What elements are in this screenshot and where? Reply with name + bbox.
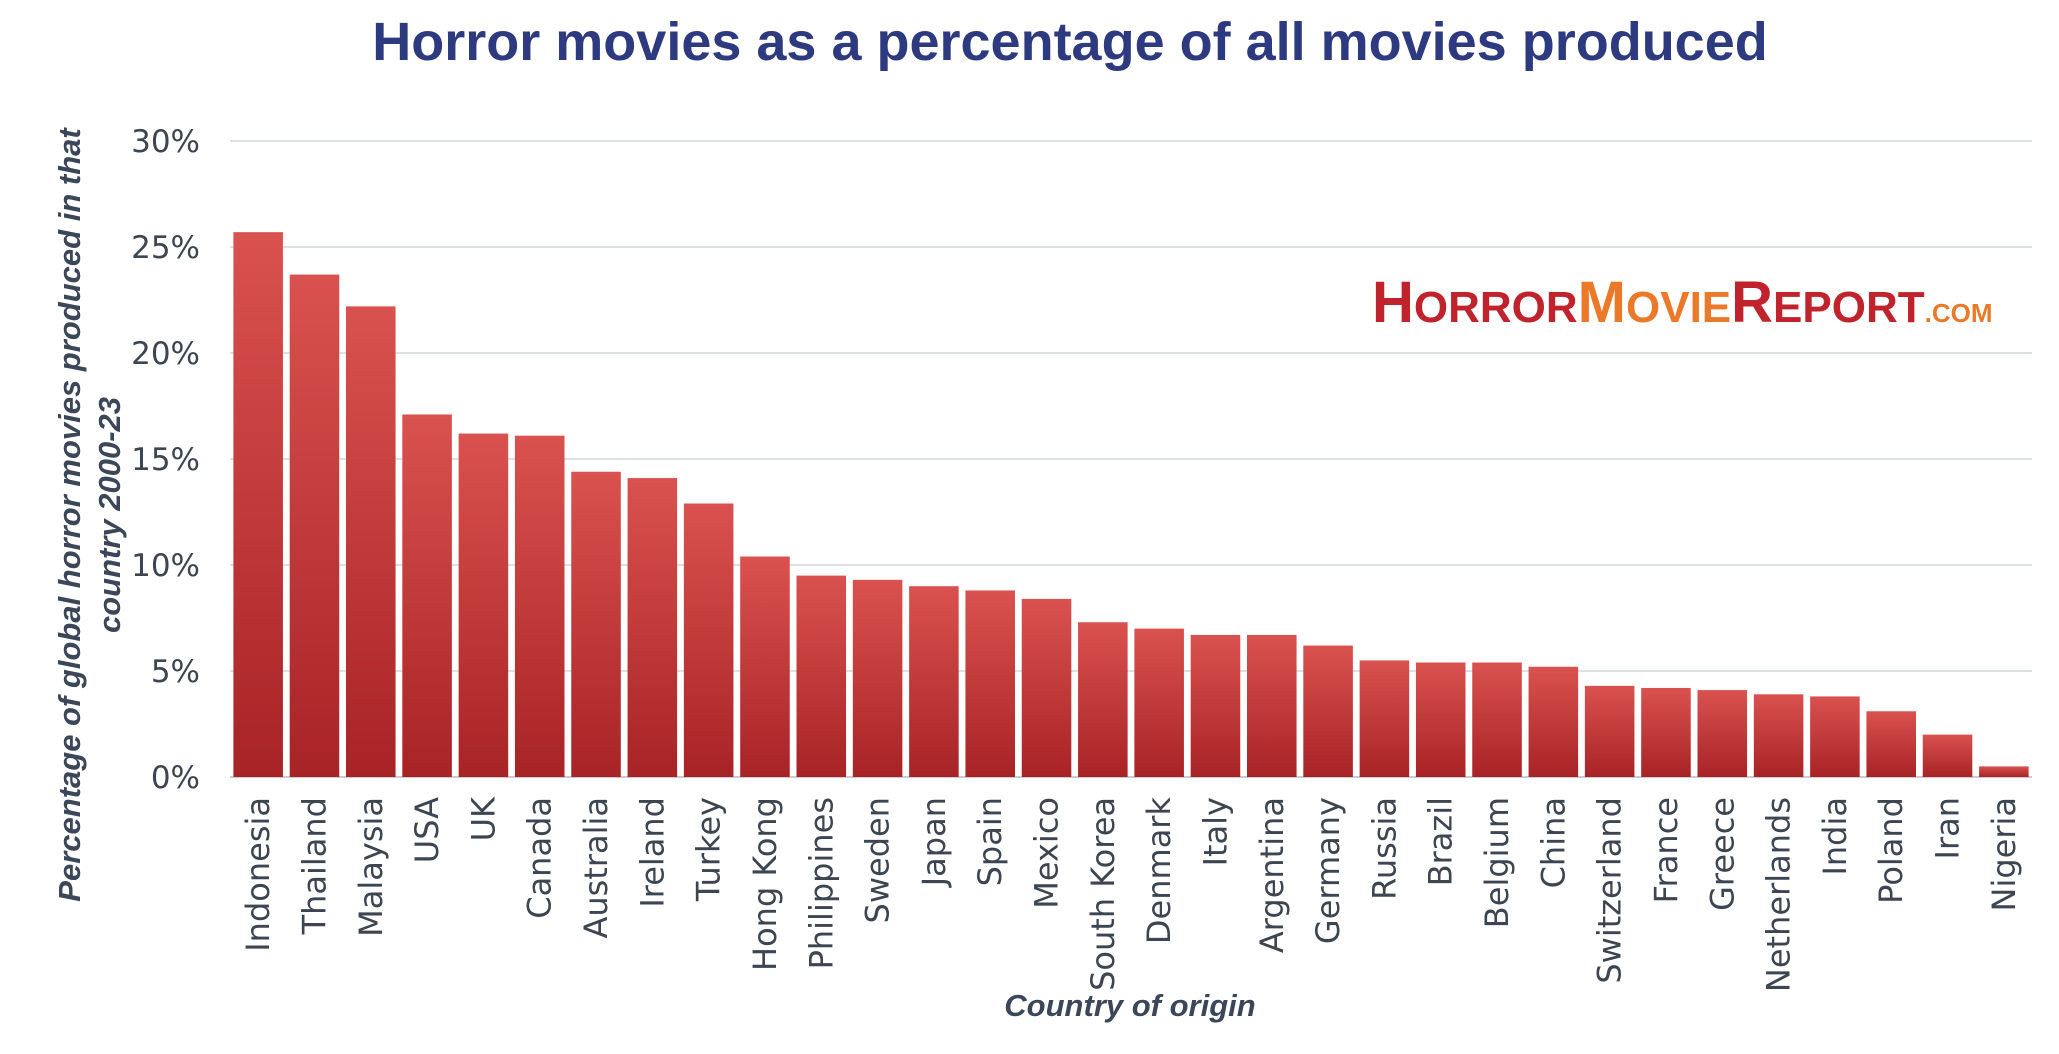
bar xyxy=(1021,598,1072,777)
y-tick-label: 30% xyxy=(131,124,200,160)
bar xyxy=(1753,694,1804,777)
bar xyxy=(289,274,340,777)
x-tick-label: Denmark xyxy=(1140,797,1178,945)
x-tick-label: Ireland xyxy=(633,797,671,908)
x-tick-label: UK xyxy=(464,796,502,841)
x-tick-label: China xyxy=(1534,797,1572,888)
bar xyxy=(683,503,734,777)
bar xyxy=(1584,685,1635,777)
bar xyxy=(1922,734,1973,777)
bar xyxy=(1866,711,1916,777)
x-tick-label: Nigeria xyxy=(1985,797,2023,911)
x-tick-label: Japan xyxy=(915,797,953,888)
bar xyxy=(740,556,790,777)
x-tick-label: Turkey xyxy=(690,797,728,902)
x-tick-label: Netherlands xyxy=(1760,797,1798,992)
bars xyxy=(233,232,2029,777)
bar xyxy=(1247,634,1297,777)
bar xyxy=(796,575,847,777)
bar xyxy=(1810,696,1860,777)
bar xyxy=(346,306,396,777)
x-tick-label: Sweden xyxy=(859,797,897,923)
y-tick-label: 20% xyxy=(131,336,200,372)
y-axis-ticks: 0% 5% 10% 15% 20% 25% 30% xyxy=(131,124,200,796)
y-tick-label: 15% xyxy=(131,442,200,478)
bar xyxy=(1134,628,1184,777)
x-tick-label: USA xyxy=(408,797,446,863)
bar xyxy=(1415,662,1466,777)
logo-letter: M xyxy=(1578,270,1626,335)
bar xyxy=(1303,645,1353,777)
bar xyxy=(1472,662,1522,777)
bar xyxy=(514,435,565,777)
x-tick-label: Russia xyxy=(1365,797,1403,900)
y-tick-label: 0% xyxy=(151,760,200,796)
bar xyxy=(458,433,509,777)
logo-word: EPORT xyxy=(1773,283,1925,332)
bar xyxy=(627,478,678,777)
x-tick-label: Canada xyxy=(521,797,559,919)
x-tick-label: Spain xyxy=(971,797,1009,886)
y-tick-label: 25% xyxy=(131,230,200,266)
bar xyxy=(1641,687,1691,777)
bar xyxy=(1528,666,1579,777)
bar xyxy=(233,232,283,777)
bar xyxy=(909,586,959,777)
x-tick-label: Australia xyxy=(577,797,615,939)
bar xyxy=(1078,622,1128,777)
x-tick-label: Hong Kong xyxy=(746,797,784,971)
x-tick-label: Mexico xyxy=(1028,797,1066,909)
logo-letter: R xyxy=(1731,270,1773,335)
x-tick-label: Indonesia xyxy=(239,797,277,952)
x-tick-label: Iran xyxy=(1929,797,1967,859)
bar xyxy=(852,579,903,777)
bar xyxy=(965,590,1015,777)
x-tick-label: Thailand xyxy=(295,797,333,935)
y-axis-label-line-1: Percentage of global horror movies produ… xyxy=(52,127,87,902)
x-tick-label: Greece xyxy=(1703,797,1741,911)
logo-suffix: .COM xyxy=(1925,298,1993,328)
y-tick-label: 10% xyxy=(131,548,200,584)
x-tick-label: Switzerland xyxy=(1591,797,1629,984)
x-tick-label: Germany xyxy=(1309,797,1347,944)
bar xyxy=(402,414,452,777)
x-axis-ticks: Indonesia Thailand Malaysia USA UK Canada Aust… xyxy=(239,796,2023,992)
horror-movie-report-logo: HORRORMOVIEREPORT.COM xyxy=(1372,270,1993,335)
x-axis-label: Country of origin xyxy=(1004,988,1255,1023)
bar xyxy=(1190,634,1241,777)
bar xyxy=(571,471,621,777)
x-tick-label: France xyxy=(1647,797,1685,903)
x-tick-label: South Korea xyxy=(1084,797,1122,991)
x-tick-label: Poland xyxy=(1872,797,1910,904)
x-tick-label: Italy xyxy=(1196,797,1234,866)
y-tick-label: 5% xyxy=(151,654,200,690)
x-tick-label: Brazil xyxy=(1422,797,1460,886)
x-tick-label: India xyxy=(1816,797,1854,876)
x-tick-label: Argentina xyxy=(1253,797,1291,953)
x-tick-label: Philippines xyxy=(802,797,840,969)
chart-title: Horror movies as a percentage of all mov… xyxy=(372,12,1767,72)
y-axis-label: Percentage of global horror movies produ… xyxy=(52,127,127,902)
y-axis-label-line-2: country 2000-23 xyxy=(92,397,127,633)
bar xyxy=(1697,690,1748,777)
logo-word: OVIE xyxy=(1626,283,1731,332)
bar xyxy=(1359,660,1410,777)
logo-letter: H xyxy=(1372,270,1414,335)
x-tick-label: Belgium xyxy=(1478,797,1516,928)
bar xyxy=(1979,766,2029,777)
x-tick-label: Malaysia xyxy=(352,797,390,937)
logo-word: ORROR xyxy=(1414,283,1578,332)
